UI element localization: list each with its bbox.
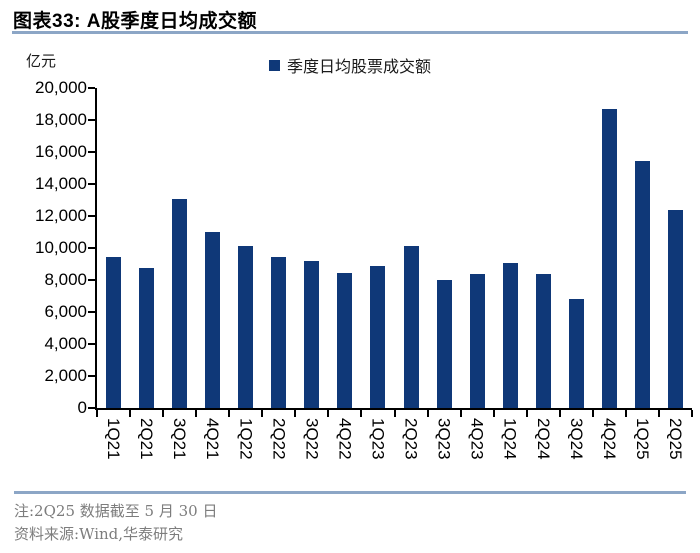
title-underline	[12, 31, 688, 34]
y-axis-tick-label: 0	[77, 398, 87, 417]
x-axis-label: 4Q21	[203, 418, 223, 460]
x-axis-tick	[558, 410, 561, 417]
x-axis-tick	[96, 410, 98, 417]
bar-1Q23	[370, 266, 386, 408]
x-axis-label: 1Q21	[104, 418, 124, 460]
x-axis-tick	[162, 410, 165, 417]
y-axis-tick	[88, 279, 95, 281]
footer-divider	[14, 491, 686, 494]
x-axis-label: 1Q22	[236, 418, 256, 460]
y-axis-tick	[88, 119, 95, 121]
y-axis-tick-label: 6,000	[44, 302, 87, 321]
y-axis-tick	[88, 87, 95, 89]
y-axis-unit-label: 亿元	[26, 52, 57, 70]
x-axis-label: 1Q25	[632, 418, 652, 460]
y-axis-tick-label: 14,000	[35, 174, 87, 193]
x-axis-tick	[294, 410, 297, 417]
x-axis-label: 4Q24	[599, 418, 619, 460]
x-axis-tick	[393, 410, 396, 417]
x-axis-tick	[261, 410, 264, 417]
x-axis-tick	[525, 410, 528, 417]
bar-3Q24	[568, 299, 584, 408]
legend-label: 季度日均股票成交额	[286, 57, 432, 76]
y-axis-tick	[88, 343, 95, 345]
x-axis-tick	[228, 410, 231, 417]
y-axis-tick-label: 12,000	[35, 206, 87, 225]
bar-4Q24	[601, 108, 617, 408]
y-axis-tick-label: 8,000	[44, 270, 87, 289]
bar-4Q22	[337, 272, 353, 408]
x-axis-tick	[591, 410, 594, 417]
bar-1Q24	[502, 263, 518, 408]
x-axis-tick	[657, 410, 660, 417]
y-axis-tick	[88, 311, 95, 313]
x-axis-label: 2Q25	[665, 418, 685, 460]
plot-area: 0 2,000 4,000 6,000 8,000 10,000 12,000 14,000 1…	[35, 78, 693, 460]
y-axis-tick	[88, 215, 95, 217]
x-axis-label: 4Q22	[335, 418, 355, 460]
y-axis-tick	[88, 407, 95, 409]
bar-2Q21	[139, 268, 155, 408]
x-axis-label: 3Q22	[302, 418, 322, 460]
bar-3Q22	[304, 260, 320, 408]
y-axis-tick-label: 10,000	[35, 238, 87, 257]
y-axis-tick	[88, 375, 95, 377]
bar-2Q23	[403, 245, 419, 408]
bar-2Q24	[535, 273, 551, 408]
figure-title: 图表33: A股季度日均成交额	[13, 11, 257, 32]
x-axis-label: 3Q24	[566, 418, 586, 460]
x-axis-tick	[426, 410, 429, 417]
bar-3Q23	[436, 280, 452, 408]
x-axis-label: 2Q22	[269, 418, 289, 460]
bar-1Q21	[106, 256, 122, 408]
y-axis-tick-label: 18,000	[35, 110, 87, 129]
x-axis-tick	[492, 410, 495, 417]
x-axis-label: 2Q23	[401, 418, 421, 460]
y-axis-tick-label: 2,000	[44, 366, 87, 385]
x-axis-tick	[624, 410, 627, 417]
x-axis-tick	[195, 410, 198, 417]
x-axis-tick	[459, 410, 462, 417]
x-axis-label: 3Q21	[170, 418, 190, 460]
x-axis-label: 1Q24	[500, 418, 520, 460]
chart-legend: 季度日均股票成交额	[268, 53, 432, 77]
x-axis-label: 2Q21	[137, 418, 157, 460]
bar-2Q25	[667, 209, 683, 408]
bar-1Q25	[634, 160, 650, 408]
y-axis-tick	[88, 151, 95, 153]
figure-note: 注:2Q25 数据截至 5 月 30 日	[14, 502, 218, 520]
figure-source: 资料来源:Wind,华泰研究	[14, 525, 184, 543]
bar-4Q23	[469, 273, 485, 408]
y-axis-tick-label: 16,000	[35, 142, 87, 161]
legend-swatch	[268, 59, 280, 71]
x-axis-label: 3Q23	[434, 418, 454, 460]
x-axis-tick	[360, 410, 363, 417]
x-axis-label: 4Q23	[467, 418, 487, 460]
x-axis-label: 1Q23	[368, 418, 388, 460]
bar-4Q21	[205, 232, 221, 408]
x-axis-tick	[691, 410, 693, 417]
y-axis-tick	[88, 183, 95, 185]
bar-2Q22	[271, 256, 287, 408]
x-axis-tick	[327, 410, 330, 417]
x-axis-label: 2Q24	[533, 418, 553, 460]
y-axis-tick-label: 20,000	[35, 78, 87, 97]
bar-3Q21	[172, 199, 188, 408]
y-axis-tick-label: 4,000	[44, 334, 87, 353]
x-axis-tick	[129, 410, 132, 417]
y-axis-tick	[88, 247, 95, 249]
bar-1Q22	[238, 246, 254, 408]
